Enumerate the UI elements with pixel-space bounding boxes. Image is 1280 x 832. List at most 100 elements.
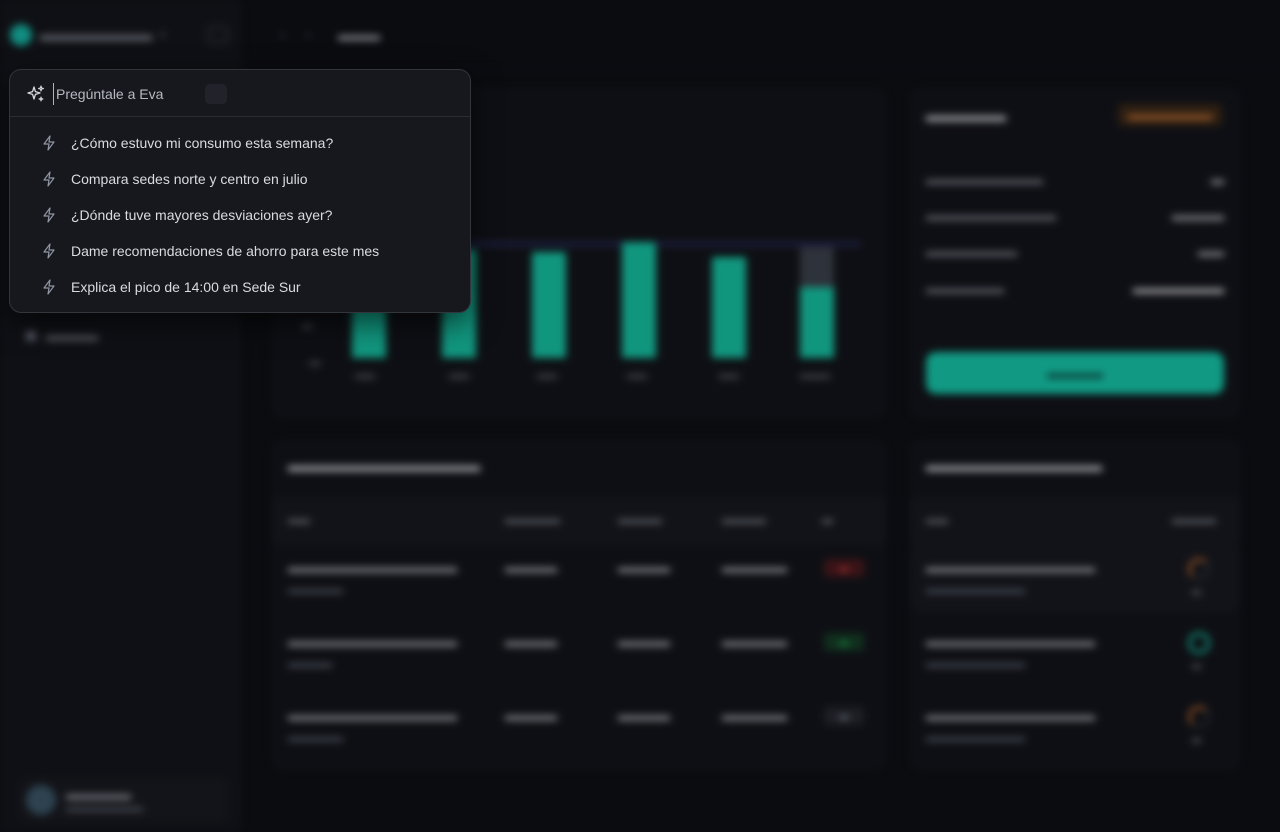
table-cell-placeholder: ▬▬▬▬▬▬▬▬▬▬▬▬▬: [926, 634, 1095, 649]
table-header: [272, 498, 886, 544]
sidebar-toggle-icon: [208, 27, 228, 43]
user-card: ▬▬▬▬▬ ▬▬▬▬▬▬▬: [18, 778, 228, 822]
suggestion-item[interactable]: Dame recomendaciones de ahorro para este…: [28, 236, 458, 266]
row-value-placeholder: ▬▬▬▬: [1172, 208, 1224, 223]
table-cell-placeholder: ▬▬▬▬▬▬▬▬▬▬▬▬▬: [288, 634, 457, 649]
company-name-placeholder: ▬▬▬▬▬▬▬▬: [40, 27, 152, 43]
chart-bar: [622, 242, 656, 358]
chevron-down-icon: ▾: [160, 29, 166, 41]
back-arrow-icon: ‹: [280, 26, 285, 42]
status-badge: ▬▬▬▬▬▬▬: [1118, 104, 1222, 126]
row-value-placeholder: ▬▬▬▬▬▬▬: [1133, 281, 1224, 296]
x-tick-placeholder: ▬▬▬: [800, 370, 830, 381]
y-tick-placeholder: ▬: [302, 320, 312, 331]
user-name-placeholder: ▬▬▬▬▬: [66, 786, 131, 802]
progress-ring: [1188, 706, 1210, 728]
avatar: [26, 785, 56, 815]
variation-pill: ▬: [824, 707, 864, 725]
top-bar: ‹ ›: [240, 0, 1280, 70]
suggestion-item[interactable]: ¿Cómo estuvo mi consumo esta semana?: [28, 128, 458, 158]
table-cell-placeholder: ▬▬▬▬▬: [722, 708, 787, 723]
suggestion-text: ¿Dónde tuve mayores desviaciones ayer?: [71, 207, 333, 223]
chart-bar: [712, 257, 746, 358]
invoices-card: [910, 88, 1240, 418]
table-cell-placeholder: ▬▬▬▬▬▬▬▬▬▬▬▬▬: [926, 708, 1095, 723]
bolt-icon: [43, 279, 55, 295]
table-cell-placeholder: ▬▬▬▬: [288, 658, 332, 670]
suggestion-item[interactable]: Explica el pico de 14:00 en Sede Sur: [28, 272, 458, 302]
table-header: [910, 498, 1240, 544]
progress-label-placeholder: ▬: [1192, 660, 1201, 670]
ask-eva-input[interactable]: [53, 83, 353, 105]
table-cell-placeholder: ▬▬▬▬▬: [722, 634, 787, 649]
page-title-placeholder: ▬▬▬: [338, 27, 380, 43]
y-tick-placeholder: ▬: [310, 357, 320, 368]
table-cell-placeholder: ▬▬▬▬▬▬▬▬▬▬▬▬▬: [288, 708, 457, 723]
forward-arrow-icon: ›: [306, 26, 311, 42]
column-header-placeholder: ▬▬▬▬▬: [505, 514, 560, 526]
variation-pill: ▬: [824, 633, 864, 651]
sparkle-icon: [27, 85, 45, 102]
bolt-icon: [43, 135, 55, 151]
suggestion-text: Explica el pico de 14:00 en Sede Sur: [71, 279, 301, 295]
chart-bar: [800, 287, 834, 358]
table-cell-placeholder: ▬▬▬▬: [618, 560, 670, 575]
x-tick-placeholder: ▬▬: [537, 370, 557, 381]
table-cell-placeholder: ▬▬▬▬▬: [722, 560, 787, 575]
suggestion-text: Compara sedes norte y centro en julio: [71, 171, 308, 187]
sidebar-item: ▬▬▬▬: [26, 328, 98, 343]
suggestion-item[interactable]: ¿Dónde tuve mayores desviaciones ayer?: [28, 200, 458, 230]
table-cell-placeholder: ▬▬▬▬: [618, 708, 670, 723]
nav-label-placeholder: ▬▬▬▬: [46, 328, 98, 343]
variations-title-placeholder: ▬▬▬▬▬▬▬▬▬▬▬▬: [288, 458, 480, 475]
suggestion-text: Dame recomendaciones de ahorro para este…: [71, 243, 380, 259]
table-cell-placeholder: ▬▬▬▬▬▬▬▬▬▬▬▬▬: [926, 560, 1095, 575]
ask-eva-popover: ¿Cómo estuvo mi consumo esta semana? Com…: [9, 69, 471, 313]
table-cell-placeholder: ▬▬▬▬▬▬▬▬▬: [926, 732, 1025, 744]
chart-bar-projected: [800, 247, 834, 287]
company-switcher: ▬▬▬▬▬▬▬▬ ▾: [10, 24, 165, 46]
progress-ring: [1188, 632, 1210, 654]
table-cell-placeholder: ▬▬▬▬▬▬▬▬▬: [926, 584, 1025, 596]
invoices-title-placeholder: ▬▬▬▬▬: [926, 108, 1006, 125]
table-cell-placeholder: ▬▬▬▬▬: [288, 584, 343, 596]
table-row-highlight: [910, 544, 1240, 612]
pay-button: ▬▬▬▬: [926, 352, 1224, 394]
column-header-placeholder: ▬: [822, 514, 833, 526]
invoice-row: ▬▬▬▬▬▬▬ ▬▬: [926, 244, 1224, 259]
suggestion-text: ¿Cómo estuvo mi consumo esta semana?: [71, 135, 334, 151]
row-label-placeholder: ▬▬▬▬▬▬▬▬▬▬: [926, 208, 1056, 223]
bolt-icon: [43, 243, 55, 259]
progress-ring: [1188, 558, 1210, 580]
x-tick-placeholder: ▬▬: [449, 370, 469, 381]
chart-bar: [532, 252, 566, 358]
column-header-placeholder: ▬▬: [926, 514, 948, 526]
table-cell-placeholder: ▬▬▬▬: [505, 560, 557, 575]
x-tick-placeholder: ▬▬: [627, 370, 647, 381]
column-header-placeholder: ▬▬: [288, 514, 310, 526]
invoice-total-row: ▬▬▬▬▬▬ ▬▬▬▬▬▬▬: [926, 281, 1224, 296]
variation-pill: ▬: [824, 559, 864, 577]
column-header-placeholder: ▬▬▬▬: [618, 514, 662, 526]
row-label-placeholder: ▬▬▬▬▬▬▬▬▬: [926, 172, 1043, 187]
column-header-placeholder: ▬▬▬▬: [722, 514, 766, 526]
table-cell-placeholder: ▬▬▬▬▬▬▬▬▬: [926, 658, 1025, 670]
row-label-placeholder: ▬▬▬▬▬▬: [926, 281, 1004, 296]
row-value-placeholder: ▬: [1211, 172, 1224, 187]
progress-label-placeholder: ▬: [1192, 734, 1201, 744]
ask-eva-search-row: [10, 70, 470, 117]
progress-label-placeholder: ▬: [1192, 586, 1201, 596]
table-cell-placeholder: ▬▬▬▬: [618, 634, 670, 649]
table-cell-placeholder: ▬▬▬▬▬: [288, 732, 343, 744]
x-tick-placeholder: ▬▬: [719, 370, 739, 381]
column-header-placeholder: ▬▬▬▬: [1172, 514, 1216, 526]
row-value-placeholder: ▬▬: [1198, 244, 1224, 259]
suggestion-item[interactable]: Compara sedes norte y centro en julio: [28, 164, 458, 194]
x-tick-placeholder: ▬▬: [355, 370, 375, 381]
activation-card: [910, 440, 1240, 770]
row-label-placeholder: ▬▬▬▬▬▬▬: [926, 244, 1017, 259]
bolt-icon: [43, 207, 55, 223]
nav-icon: [26, 330, 36, 341]
variations-card: [272, 440, 886, 770]
table-cell-placeholder: ▬▬▬▬▬▬▬▬▬▬▬▬▬: [288, 560, 457, 575]
